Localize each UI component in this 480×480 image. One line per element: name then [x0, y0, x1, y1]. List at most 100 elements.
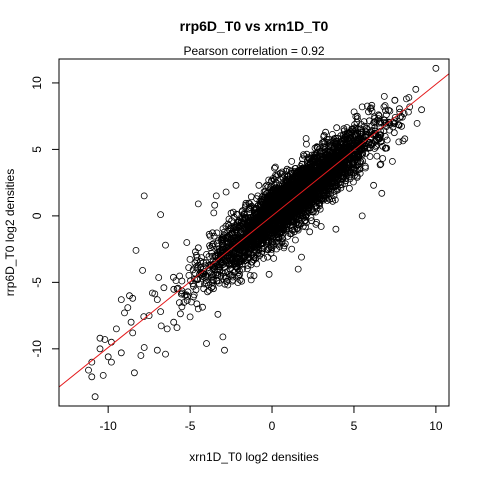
data-point — [211, 201, 219, 209]
data-point — [227, 209, 235, 217]
data-point — [124, 304, 132, 312]
data-point — [219, 236, 227, 244]
data-point — [235, 218, 243, 226]
data-point — [289, 169, 297, 177]
data-point — [353, 115, 361, 122]
data-point — [366, 144, 374, 152]
data-point — [279, 220, 287, 228]
data-point — [162, 241, 169, 249]
data-point — [380, 103, 388, 111]
data-point — [209, 272, 217, 280]
data-point — [137, 352, 145, 359]
data-point — [381, 102, 389, 109]
data-point — [332, 165, 340, 173]
data-point — [342, 139, 350, 147]
data-point — [325, 179, 333, 187]
data-point — [340, 127, 348, 135]
y-axis: -10 -5 0 5 10 — [30, 76, 60, 357]
data-point — [286, 211, 294, 219]
data-point — [358, 141, 366, 149]
data-point — [265, 176, 273, 184]
data-point — [229, 273, 237, 281]
data-point — [287, 178, 295, 186]
data-point — [253, 260, 261, 268]
data-point — [281, 240, 289, 248]
data-point — [300, 214, 308, 222]
data-point — [324, 138, 332, 146]
data-point — [189, 280, 197, 288]
data-point — [226, 234, 234, 242]
data-point — [395, 105, 403, 113]
y-axis-label: rrp6D_T0 log2 densities — [3, 169, 17, 296]
data-point — [301, 185, 309, 193]
data-point — [245, 224, 253, 232]
chart-subtitle: Pearson correlation = 0.92 — [183, 44, 324, 58]
data-point — [117, 349, 125, 357]
data-point — [99, 371, 107, 379]
data-point — [412, 85, 420, 93]
data-point — [351, 140, 359, 148]
data-point — [170, 318, 178, 326]
data-point — [337, 163, 345, 171]
data-point — [316, 205, 324, 213]
data-point — [339, 135, 347, 142]
data-point — [258, 230, 266, 238]
data-point — [266, 242, 274, 250]
data-point — [272, 184, 280, 192]
data-point — [396, 114, 404, 121]
data-point — [323, 151, 331, 159]
data-point — [395, 121, 403, 128]
data-point — [257, 206, 265, 214]
data-point — [357, 125, 364, 133]
data-point — [219, 260, 227, 268]
data-point — [366, 153, 374, 160]
data-point — [324, 163, 332, 171]
data-point — [257, 228, 265, 236]
data-point — [329, 197, 337, 205]
data-point — [243, 265, 251, 273]
data-point — [155, 274, 163, 281]
data-point — [129, 329, 137, 337]
data-point — [356, 134, 364, 142]
data-point — [209, 276, 217, 284]
data-point — [314, 169, 322, 177]
data-point — [265, 202, 273, 210]
data-point — [283, 165, 291, 173]
data-point — [257, 196, 265, 204]
data-point — [391, 96, 399, 104]
data-point — [162, 350, 169, 358]
data-point — [340, 173, 348, 181]
data-point — [361, 162, 369, 170]
data-point — [297, 198, 305, 206]
data-point — [219, 333, 227, 341]
data-point — [337, 184, 345, 192]
data-point — [363, 131, 371, 139]
data-point — [338, 142, 346, 149]
data-point — [232, 181, 240, 189]
data-point — [370, 181, 378, 189]
data-point — [396, 108, 404, 116]
data-point — [359, 157, 367, 165]
data-point — [254, 250, 262, 258]
data-point — [268, 245, 276, 253]
data-point — [324, 177, 332, 185]
data-point — [395, 138, 403, 146]
data-point — [216, 247, 224, 255]
data-point — [209, 229, 216, 237]
data-point — [202, 279, 210, 287]
data-point — [337, 150, 345, 158]
data-point — [406, 103, 414, 111]
data-point — [267, 200, 275, 207]
data-point — [319, 147, 327, 155]
data-point — [170, 285, 178, 293]
data-point — [265, 231, 273, 239]
data-point — [281, 192, 289, 200]
data-point — [350, 160, 357, 168]
data-point — [265, 214, 273, 222]
data-point — [330, 139, 338, 147]
data-point — [221, 346, 228, 354]
data-point — [321, 146, 329, 154]
data-point — [209, 252, 217, 260]
data-point — [88, 358, 96, 366]
